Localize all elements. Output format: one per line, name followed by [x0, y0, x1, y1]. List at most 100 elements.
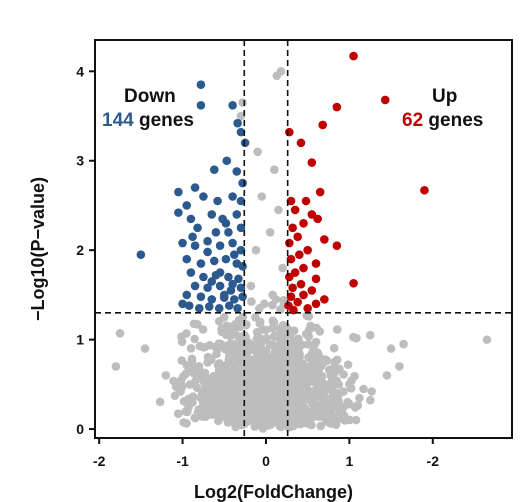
down-point — [199, 272, 208, 282]
ns-point — [309, 398, 319, 408]
up-point — [290, 205, 300, 215]
down-point — [204, 302, 214, 311]
ns-point — [365, 330, 375, 340]
ns-point — [279, 392, 289, 401]
x-tick-label: 0 — [262, 453, 270, 469]
down-point — [214, 304, 224, 313]
ns-point — [272, 71, 282, 81]
ns-point — [214, 380, 224, 390]
ns-point — [236, 375, 246, 384]
ns-point — [386, 344, 396, 353]
y-tick-label: 1 — [76, 332, 84, 348]
down-point — [203, 247, 212, 257]
ns-point — [111, 362, 121, 371]
ns-point — [327, 386, 337, 395]
ns-point — [235, 356, 244, 365]
down-point — [213, 196, 222, 206]
down-point — [215, 241, 225, 251]
up-point — [286, 292, 296, 301]
ns-point — [346, 384, 356, 393]
down-point — [224, 301, 234, 310]
down-point — [184, 301, 194, 310]
ns-point — [258, 325, 268, 334]
up-point — [315, 187, 325, 197]
ns-point — [294, 374, 304, 384]
down-point — [219, 290, 229, 300]
ns-point — [186, 344, 196, 353]
ns-point — [307, 350, 317, 359]
ns-point — [174, 381, 184, 391]
y-tick-label: 0 — [76, 421, 84, 437]
ns-point — [231, 340, 241, 349]
ns-point — [366, 395, 375, 405]
ns-point — [198, 325, 208, 334]
up-point — [332, 102, 342, 112]
ns-point — [355, 393, 364, 403]
ns-point — [275, 344, 285, 354]
up-point — [285, 127, 294, 137]
ns-point — [244, 387, 254, 397]
ns-point — [199, 343, 208, 352]
ns-point — [214, 317, 224, 326]
ns-point — [194, 369, 203, 378]
down-point — [196, 292, 206, 301]
x-tick-label: -2 — [427, 453, 440, 469]
ns-point — [238, 98, 247, 107]
down-point — [209, 165, 219, 174]
ns-point — [260, 335, 270, 344]
ns-point — [214, 390, 223, 399]
ns-point — [194, 362, 204, 371]
ns-point — [339, 387, 348, 396]
ns-point — [185, 380, 195, 389]
ns-point — [212, 349, 221, 359]
ns-point — [229, 321, 238, 331]
ns-point — [316, 421, 326, 431]
ns-point — [223, 343, 232, 353]
ns-point — [186, 397, 196, 407]
down-point — [236, 283, 246, 293]
ns-point — [264, 384, 274, 394]
up-point — [313, 214, 322, 224]
down-point — [188, 232, 197, 242]
ns-point — [351, 415, 361, 425]
up-point — [299, 219, 308, 228]
up-point — [307, 158, 317, 167]
ns-point — [161, 371, 171, 380]
down-point — [182, 201, 192, 210]
down-point — [186, 214, 196, 224]
ns-point — [252, 334, 262, 344]
down-count: 144 — [102, 110, 134, 131]
ns-point — [267, 417, 276, 426]
up-count: 62 — [402, 110, 424, 131]
ns-point — [343, 360, 353, 370]
down-point — [182, 254, 192, 264]
down-point — [228, 279, 237, 289]
down-point — [203, 283, 212, 293]
ns-point — [382, 371, 392, 380]
ns-point — [235, 410, 245, 420]
ns-point — [329, 343, 339, 353]
ns-point — [253, 401, 263, 411]
down-point — [222, 156, 232, 166]
down-point — [228, 100, 237, 110]
down-point — [203, 236, 212, 246]
down-point — [193, 223, 202, 233]
ns-point — [367, 387, 377, 396]
down-point — [236, 223, 246, 233]
ns-point — [247, 297, 256, 306]
ns-point — [276, 370, 286, 380]
down-point — [196, 80, 206, 90]
ns-point — [301, 416, 310, 425]
down-point — [182, 290, 192, 300]
ns-point — [349, 332, 358, 342]
up-point — [320, 235, 329, 244]
up-point — [380, 95, 390, 105]
ns-point — [311, 337, 321, 347]
ns-point — [269, 318, 279, 327]
ns-point — [298, 360, 307, 369]
ns-point — [303, 409, 313, 419]
x-axis-label: Log2(FoldChange) — [194, 482, 353, 502]
down-count-block: 144 genes — [102, 110, 194, 132]
ns-point — [207, 355, 216, 365]
ns-point — [295, 339, 304, 349]
